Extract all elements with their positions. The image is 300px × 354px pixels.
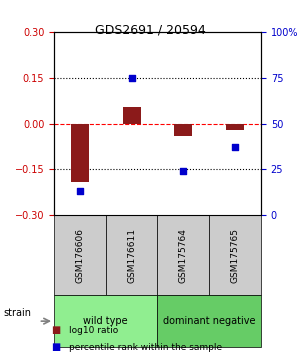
Text: GDS2691 / 20594: GDS2691 / 20594 xyxy=(94,23,206,36)
Text: wild type: wild type xyxy=(83,316,128,326)
Bar xyxy=(226,124,244,130)
Text: GSM176611: GSM176611 xyxy=(127,228,136,283)
FancyBboxPatch shape xyxy=(106,215,158,295)
Bar xyxy=(123,107,141,124)
FancyBboxPatch shape xyxy=(54,295,158,347)
Bar xyxy=(174,124,192,136)
Point xyxy=(129,75,134,80)
Text: GSM175764: GSM175764 xyxy=(179,228,188,283)
Text: log10 ratio: log10 ratio xyxy=(69,326,118,335)
Text: dominant negative: dominant negative xyxy=(163,316,256,326)
Text: ■: ■ xyxy=(51,325,60,335)
Point xyxy=(233,144,238,150)
FancyBboxPatch shape xyxy=(54,215,106,295)
FancyBboxPatch shape xyxy=(158,295,261,347)
Text: percentile rank within the sample: percentile rank within the sample xyxy=(69,343,222,352)
FancyBboxPatch shape xyxy=(209,215,261,295)
Text: strain: strain xyxy=(3,308,31,318)
Point xyxy=(181,169,186,174)
Bar xyxy=(71,124,89,182)
Text: GSM176606: GSM176606 xyxy=(75,228,84,283)
FancyBboxPatch shape xyxy=(158,215,209,295)
Point xyxy=(77,189,82,194)
Text: GSM175765: GSM175765 xyxy=(231,228,240,283)
Text: ■: ■ xyxy=(51,342,60,352)
